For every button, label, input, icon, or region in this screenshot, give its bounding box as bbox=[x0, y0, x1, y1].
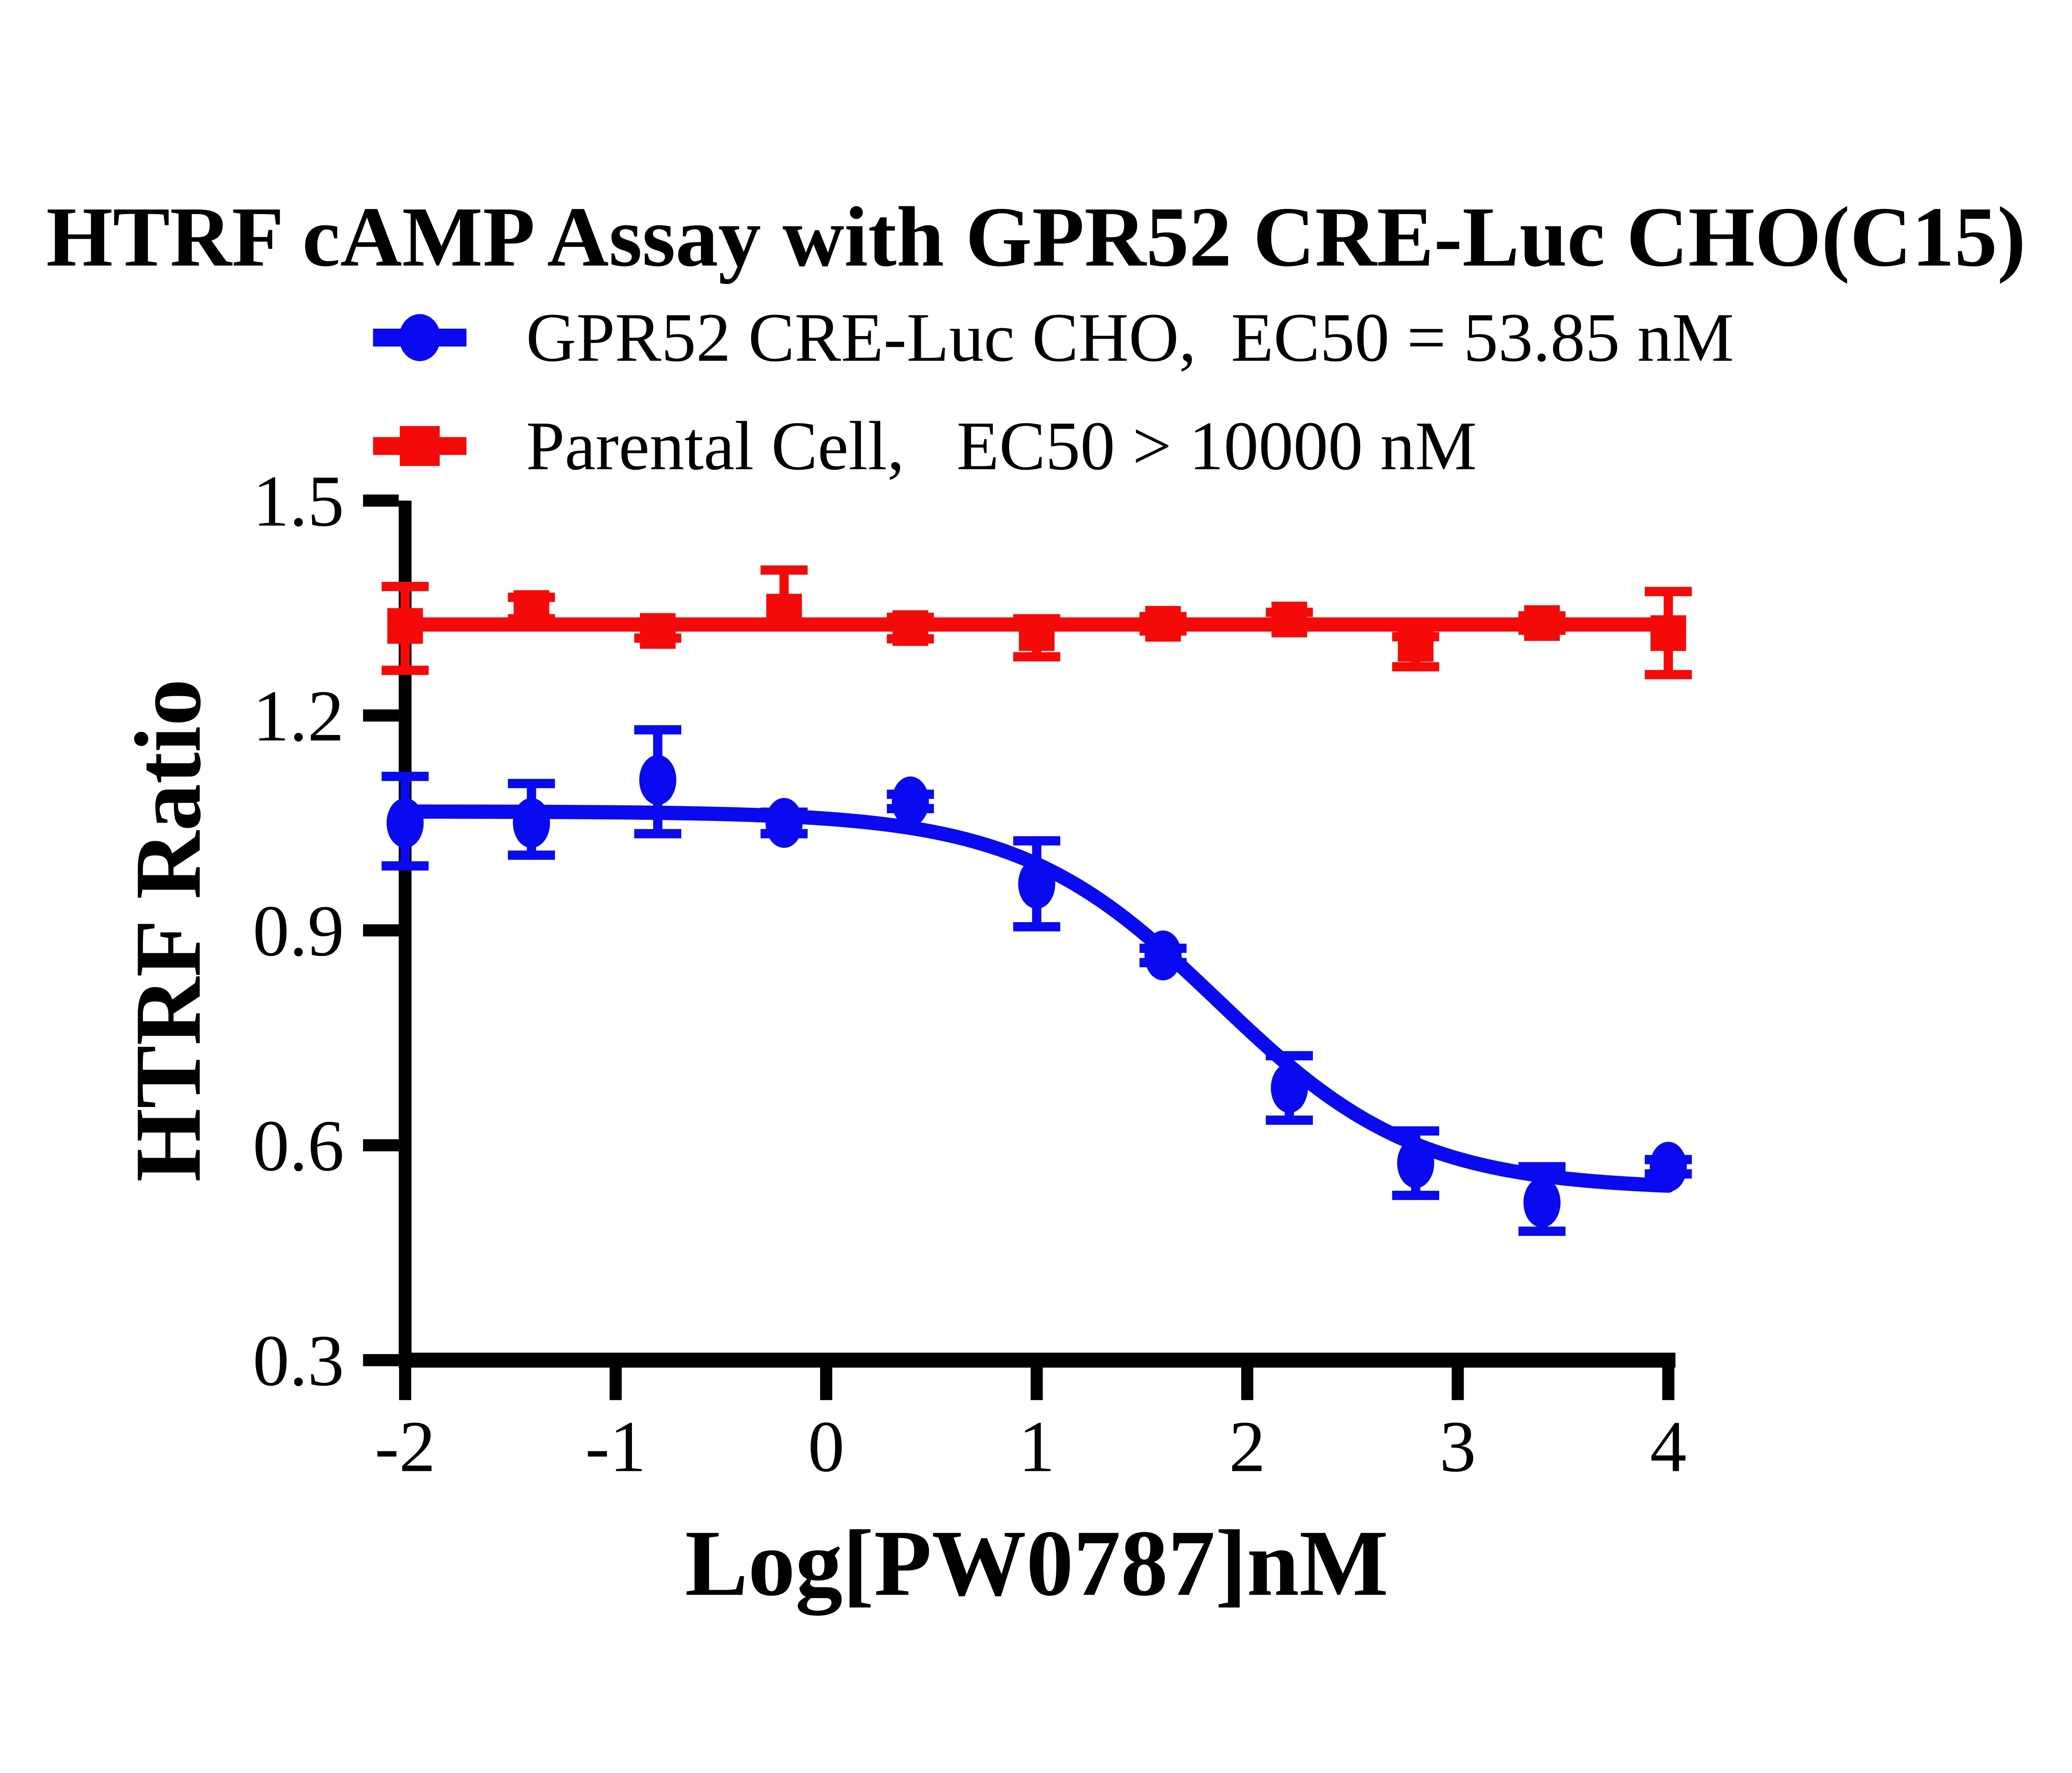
legend: GPR52 CRE-Luc CHO, EC50 = 53.85 nM Paren… bbox=[373, 299, 1734, 484]
data-point-square bbox=[640, 613, 676, 649]
data-point-square bbox=[892, 610, 928, 646]
data-point-square bbox=[1524, 605, 1560, 641]
y-axis: 1.5 1.2 0.9 0.6 0.3 bbox=[253, 461, 412, 1401]
data-point-square bbox=[1398, 626, 1434, 662]
legend-marker-square-icon bbox=[373, 426, 467, 466]
x-tick-label: -1 bbox=[585, 1406, 646, 1487]
y-tick-label: 1.2 bbox=[253, 676, 344, 757]
data-point-square bbox=[1145, 606, 1181, 642]
legend-circle-marker bbox=[399, 314, 441, 361]
y-tick-label: 1.5 bbox=[253, 461, 344, 542]
data-point-circle bbox=[1018, 859, 1055, 909]
x-tick-label: 4 bbox=[1650, 1406, 1687, 1487]
legend-marker-circle-icon bbox=[373, 314, 467, 361]
x-tick-label: 3 bbox=[1440, 1406, 1476, 1487]
legend-square-marker bbox=[399, 426, 440, 466]
y-axis-title: HTRF Ratio bbox=[116, 679, 220, 1182]
series-gpr52-cre-luc-cho bbox=[381, 725, 1692, 1236]
data-point-circle bbox=[892, 776, 929, 826]
data-point-circle bbox=[1523, 1177, 1561, 1228]
series-parental-cell bbox=[381, 565, 1692, 680]
data-point-square bbox=[387, 608, 423, 644]
x-tick-label: 0 bbox=[808, 1406, 845, 1487]
data-point-circle bbox=[765, 798, 803, 848]
data-point-circle bbox=[1650, 1141, 1687, 1192]
legend-item-gpr52: GPR52 CRE-Luc CHO, EC50 = 53.85 nM bbox=[373, 299, 1734, 376]
data-point-square bbox=[766, 593, 802, 630]
x-axis: -2 -1 0 1 2 3 4 bbox=[375, 1352, 1687, 1487]
data-point-circle bbox=[1144, 930, 1182, 981]
x-axis-title: Log[PW0787]nM bbox=[685, 1511, 1389, 1616]
legend-label-parental: Parental Cell, EC50 > 10000 nM bbox=[526, 407, 1477, 484]
legend-item-parental: Parental Cell, EC50 > 10000 nM bbox=[373, 407, 1477, 484]
x-tick-label: -2 bbox=[375, 1406, 436, 1487]
legend-label-gpr52: GPR52 CRE-Luc CHO, EC50 = 53.85 nM bbox=[526, 299, 1734, 376]
data-point-square bbox=[1650, 615, 1686, 651]
data-point-circle bbox=[513, 798, 550, 848]
data-point-circle bbox=[1271, 1063, 1308, 1113]
data-point-circle bbox=[1397, 1138, 1434, 1188]
y-tick-label: 0.3 bbox=[253, 1320, 344, 1401]
data-point-square bbox=[1271, 601, 1307, 637]
data-point-square bbox=[1019, 615, 1055, 651]
chart-title: HTRF cAMP Assay with GPR52 CRE-Luc CHO(C… bbox=[46, 189, 2026, 284]
x-tick-label: 2 bbox=[1229, 1406, 1266, 1487]
data-point-square bbox=[513, 590, 549, 626]
y-tick-label: 0.9 bbox=[253, 891, 344, 971]
data-point-circle bbox=[386, 798, 424, 848]
data-point-circle bbox=[639, 755, 677, 805]
y-tick-label: 0.6 bbox=[253, 1106, 344, 1187]
x-tick-label: 1 bbox=[1019, 1406, 1055, 1487]
